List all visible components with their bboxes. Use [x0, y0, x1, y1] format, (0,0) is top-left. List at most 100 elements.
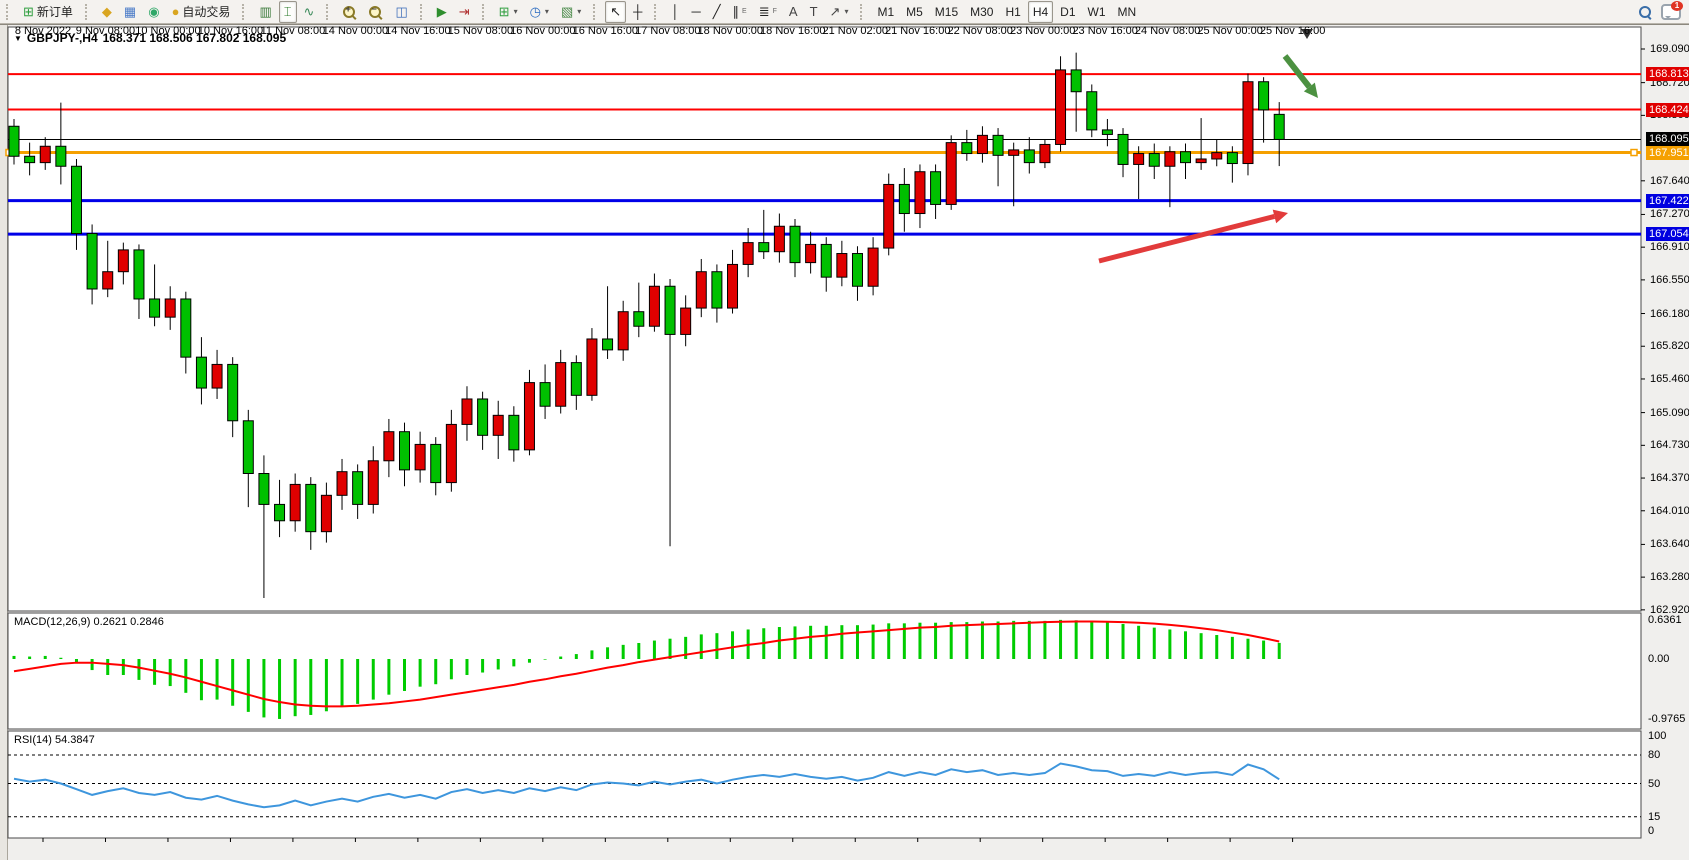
- candle-body: [539, 382, 551, 407]
- text-button[interactable]: A: [784, 1, 803, 23]
- candle-body: [1273, 113, 1285, 140]
- crosshair-button[interactable]: ┼: [628, 1, 647, 23]
- candle-body: [149, 298, 161, 318]
- candle-body: [1195, 158, 1207, 164]
- fibonacci-icon-sub: F: [772, 8, 777, 15]
- candle-body: [945, 142, 957, 205]
- toolbar-group-separator: [326, 3, 333, 20]
- candle-body: [55, 145, 67, 167]
- tf-h4-button-label: H4: [1032, 4, 1049, 19]
- candle-body: [1023, 149, 1035, 164]
- line-chart-button[interactable]: ∿: [299, 1, 320, 23]
- auto-trading-button-label: 自动交易: [182, 5, 231, 19]
- chart-title: ▼ GBPJPY-,H4 168.371 168.506 167.802 168…: [14, 31, 286, 45]
- tf-w1-button[interactable]: W1: [1083, 1, 1111, 23]
- collapse-triangle-icon[interactable]: ▼: [14, 33, 22, 43]
- rsi-scale-label: 50: [1648, 777, 1661, 790]
- tf-m1-button-label: M1: [877, 4, 895, 19]
- trendline-icon: ╱: [712, 4, 721, 19]
- rsi-indicator-label: RSI(14) 54.3847: [14, 734, 95, 746]
- period-button[interactable]: ◷ ▾: [525, 1, 554, 23]
- price-badge: 167.951: [1646, 145, 1689, 160]
- candle-body: [586, 338, 598, 396]
- tf-h1-button[interactable]: H1: [1000, 1, 1025, 23]
- auto-trading-button[interactable]: ● 自动交易: [167, 1, 236, 23]
- time-axis-label: 25 Nov 16:00: [1259, 25, 1326, 37]
- red-trend-arrow[interactable]: [1098, 214, 1276, 264]
- tf-h4-button[interactable]: H4: [1027, 0, 1054, 23]
- chevron-down-icon: ▾: [844, 7, 849, 16]
- fibonacci-button[interactable]: ≣ F: [754, 1, 782, 23]
- channel-button[interactable]: ∥ E: [728, 1, 752, 23]
- new-chart-button[interactable]: ⊞ ▾: [494, 1, 523, 23]
- cursor-button[interactable]: ↖: [605, 0, 627, 23]
- time-axis-label: 18 Nov 00:00: [697, 25, 763, 37]
- chart-shift-marker-icon[interactable]: [1301, 29, 1313, 39]
- candlestick-button[interactable]: ⌶: [278, 0, 297, 23]
- rsi-scale-label: 100: [1648, 730, 1667, 742]
- tile-windows-button[interactable]: ◫: [390, 1, 412, 23]
- candle-body: [1008, 149, 1020, 156]
- macd-panel[interactable]: [7, 612, 1642, 730]
- data-window-button[interactable]: ◉: [143, 1, 164, 23]
- rsi-panel[interactable]: [7, 730, 1642, 839]
- horizontal-line-button[interactable]: ─: [687, 1, 706, 23]
- tf-mn-button[interactable]: MN: [1113, 1, 1142, 23]
- cursor-arrow-icon: ↖: [610, 4, 622, 19]
- candle-body: [961, 142, 973, 155]
- new-order-icon: ⊞: [23, 4, 34, 19]
- chat-icon[interactable]: 1: [1661, 0, 1683, 20]
- auto-scroll-button[interactable]: ▶: [432, 1, 452, 23]
- time-axis-label: 8 Nov 2022: [14, 25, 72, 37]
- candle-body: [570, 362, 582, 396]
- arrows-button[interactable]: ↗ ▾: [825, 1, 854, 23]
- candle-body: [680, 307, 692, 335]
- chart-canvas[interactable]: [0, 25, 1689, 860]
- indicators-button[interactable]: ▧ ▾: [556, 1, 586, 23]
- trendline-button[interactable]: ╱: [708, 1, 726, 23]
- bar-chart-button[interactable]: ▥: [254, 1, 276, 23]
- price-tick-label: 164.370: [1650, 472, 1689, 485]
- candle-body: [648, 285, 660, 327]
- time-axis-label: 22 Nov 08:00: [947, 25, 1013, 37]
- chart-window-icon: ▦: [123, 4, 137, 19]
- time-axis-label: 21 Nov 02:00: [822, 25, 888, 37]
- tf-d1-button[interactable]: D1: [1055, 1, 1080, 23]
- candle-body: [383, 431, 395, 462]
- chat-notification-badge: 1: [1671, 0, 1683, 11]
- zoom-in-button[interactable]: +: [338, 1, 362, 23]
- text-label-button[interactable]: T: [805, 1, 823, 23]
- search-icon[interactable]: [1639, 5, 1652, 20]
- candle-body: [1242, 81, 1254, 165]
- text-icon: A: [788, 4, 798, 19]
- chart-symbol-period: GBPJPY-,H4: [26, 31, 98, 45]
- tf-m1-button[interactable]: M1: [872, 1, 899, 23]
- candle-body: [8, 125, 20, 157]
- green-pullback-arrow[interactable]: [1282, 54, 1312, 89]
- zoom-out-button[interactable]: −: [364, 1, 388, 23]
- vertical-line-button[interactable]: │: [666, 1, 684, 23]
- order-line-handle-right[interactable]: [1630, 148, 1638, 157]
- rsi-scale-label: 0: [1648, 825, 1655, 837]
- candle-body: [867, 247, 879, 287]
- chart-window[interactable]: ▼ GBPJPY-,H4 168.371 168.506 167.802 168…: [0, 24, 1689, 860]
- new-order-button[interactable]: ⊞ 新订单: [18, 1, 78, 23]
- main-price-panel[interactable]: [7, 26, 1642, 612]
- price-badge: 167.054: [1646, 227, 1689, 242]
- time-axis-label: 9 Nov 08:00: [75, 25, 136, 37]
- profiles-button[interactable]: ◆: [97, 1, 117, 23]
- market-watch-button[interactable]: ▦: [119, 1, 141, 23]
- tf-m15-button[interactable]: M15: [930, 1, 963, 23]
- chart-shift-button[interactable]: ⇥: [454, 1, 475, 23]
- price-axis-ticks: [1641, 48, 1645, 611]
- time-axis-label: 14 Nov 16:00: [385, 25, 451, 37]
- new-order-button-label: 新订单: [36, 5, 73, 19]
- tf-m30-button[interactable]: M30: [965, 1, 998, 23]
- tf-m5-button[interactable]: M5: [901, 1, 928, 23]
- candle-body: [914, 171, 926, 215]
- candle-body: [711, 271, 723, 309]
- chevron-down-icon: ▾: [513, 7, 518, 16]
- time-axis-label: 23 Nov 16:00: [1072, 25, 1138, 37]
- time-axis-label: 16 Nov 16:00: [572, 25, 639, 37]
- crosshair-icon: ┼: [633, 4, 643, 19]
